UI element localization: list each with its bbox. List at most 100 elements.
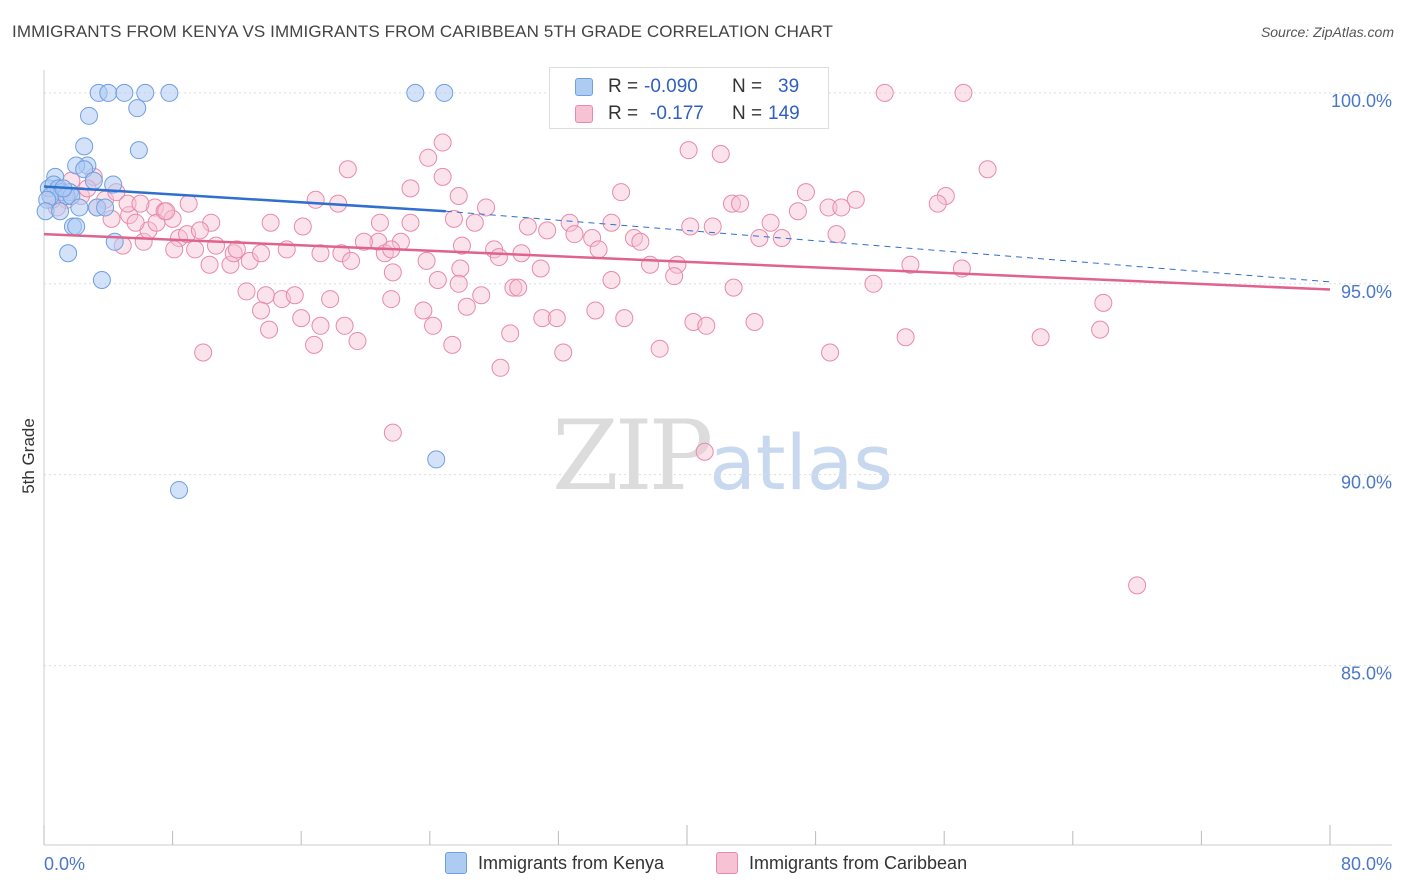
point-caribbean xyxy=(354,232,373,251)
point-caribbean xyxy=(417,251,436,270)
point-caribbean xyxy=(1031,328,1050,347)
point-caribbean xyxy=(342,251,361,270)
point-caribbean xyxy=(145,198,164,217)
point-caribbean xyxy=(665,267,684,286)
point-caribbean xyxy=(118,194,137,213)
point-caribbean xyxy=(1128,576,1147,595)
point-kenya xyxy=(92,270,111,289)
source-credit: Source: ZipAtlas.com xyxy=(1260,24,1394,40)
point-kenya xyxy=(75,137,94,156)
point-caribbean xyxy=(120,206,139,225)
point-caribbean xyxy=(518,217,537,236)
legend-row-kenya: R = -0.090 N = 39 xyxy=(550,74,828,100)
point-caribbean xyxy=(424,316,443,335)
point-caribbean xyxy=(477,198,496,217)
legend-r-label: R = xyxy=(608,76,639,97)
trend-line-kenya-extension xyxy=(445,210,1331,283)
point-kenya xyxy=(128,99,147,118)
stats-legend: R = -0.090 N = 39 R = -0.177 N = 149 xyxy=(549,67,829,129)
point-caribbean xyxy=(772,228,791,247)
gridlines xyxy=(44,92,1392,667)
point-caribbean xyxy=(401,179,420,198)
point-caribbean xyxy=(602,270,621,289)
y-tick-label: 95.0% xyxy=(1341,282,1392,302)
point-caribbean xyxy=(260,320,279,339)
point-caribbean xyxy=(875,83,894,102)
point-caribbean xyxy=(602,213,621,232)
point-caribbean xyxy=(821,343,840,362)
x-tick-label-max: 80.0% xyxy=(1341,854,1392,874)
point-caribbean xyxy=(827,225,846,244)
point-kenya xyxy=(59,244,78,263)
trend-line-kenya xyxy=(43,185,446,213)
y-tick-label: 100.0% xyxy=(1331,91,1392,111)
legend-row-caribbean: R = -0.177 N = 149 xyxy=(550,101,828,127)
point-caribbean xyxy=(745,312,764,331)
point-caribbean xyxy=(846,190,865,209)
point-caribbean xyxy=(433,167,452,186)
point-caribbean xyxy=(457,297,476,316)
point-caribbean xyxy=(538,221,557,240)
point-caribbean xyxy=(560,213,579,232)
point-kenya xyxy=(406,83,425,102)
point-caribbean xyxy=(383,423,402,442)
point-caribbean xyxy=(650,339,669,358)
legend-r-label: R = xyxy=(608,103,639,124)
bottom-legend-swatch-caribbean xyxy=(716,852,738,874)
point-caribbean xyxy=(382,290,401,309)
point-caribbean xyxy=(533,309,552,328)
y-tick-label: 90.0% xyxy=(1341,473,1392,493)
point-caribbean xyxy=(703,217,722,236)
x-ticks xyxy=(43,825,1331,845)
point-caribbean xyxy=(896,328,915,347)
point-caribbean xyxy=(761,213,780,232)
point-caribbean xyxy=(631,232,650,251)
legend-r-value: -0.177 xyxy=(650,103,704,124)
bottom-legend-swatch-kenya xyxy=(445,852,467,874)
point-caribbean xyxy=(261,213,280,232)
point-caribbean xyxy=(293,217,312,236)
point-caribbean xyxy=(428,270,447,289)
point-caribbean xyxy=(157,202,176,221)
point-caribbean xyxy=(194,343,213,362)
point-caribbean xyxy=(491,358,510,377)
point-caribbean xyxy=(954,83,973,102)
point-caribbean xyxy=(612,183,631,202)
point-caribbean xyxy=(465,213,484,232)
point-caribbean xyxy=(292,309,311,328)
point-caribbean xyxy=(419,148,438,167)
bottom-legend-label-caribbean: Immigrants from Caribbean xyxy=(749,853,968,873)
point-caribbean xyxy=(433,133,452,152)
point-caribbean xyxy=(615,309,634,328)
axes xyxy=(43,70,1392,846)
point-caribbean xyxy=(285,286,304,305)
point-caribbean xyxy=(489,248,508,267)
x-tick-label-min: 0.0% xyxy=(44,854,85,874)
point-caribbean xyxy=(531,259,550,278)
point-caribbean xyxy=(179,194,198,213)
point-caribbean xyxy=(190,221,209,240)
point-caribbean xyxy=(547,309,566,328)
legend-swatch-caribbean xyxy=(575,105,593,123)
point-caribbean xyxy=(1094,293,1113,312)
point-caribbean xyxy=(237,282,256,301)
point-caribbean xyxy=(252,244,271,263)
point-caribbean xyxy=(731,194,750,213)
point-kenya xyxy=(99,83,118,102)
point-caribbean xyxy=(449,274,468,293)
legend-r-value: -0.090 xyxy=(644,76,698,97)
point-caribbean xyxy=(583,228,602,247)
point-caribbean xyxy=(338,160,357,179)
point-caribbean xyxy=(335,316,354,335)
y-axis-label: 5th Grade xyxy=(19,418,38,494)
chart-title: IMMIGRANTS FROM KENYA VS IMMIGRANTS FROM… xyxy=(12,22,834,41)
point-caribbean xyxy=(306,190,325,209)
point-caribbean xyxy=(305,335,324,354)
legend-n-value: 149 xyxy=(768,103,800,124)
point-caribbean xyxy=(586,301,605,320)
y-tick-label: 85.0% xyxy=(1341,664,1392,684)
point-kenya xyxy=(129,141,148,160)
point-caribbean xyxy=(978,160,997,179)
point-caribbean xyxy=(451,259,470,278)
